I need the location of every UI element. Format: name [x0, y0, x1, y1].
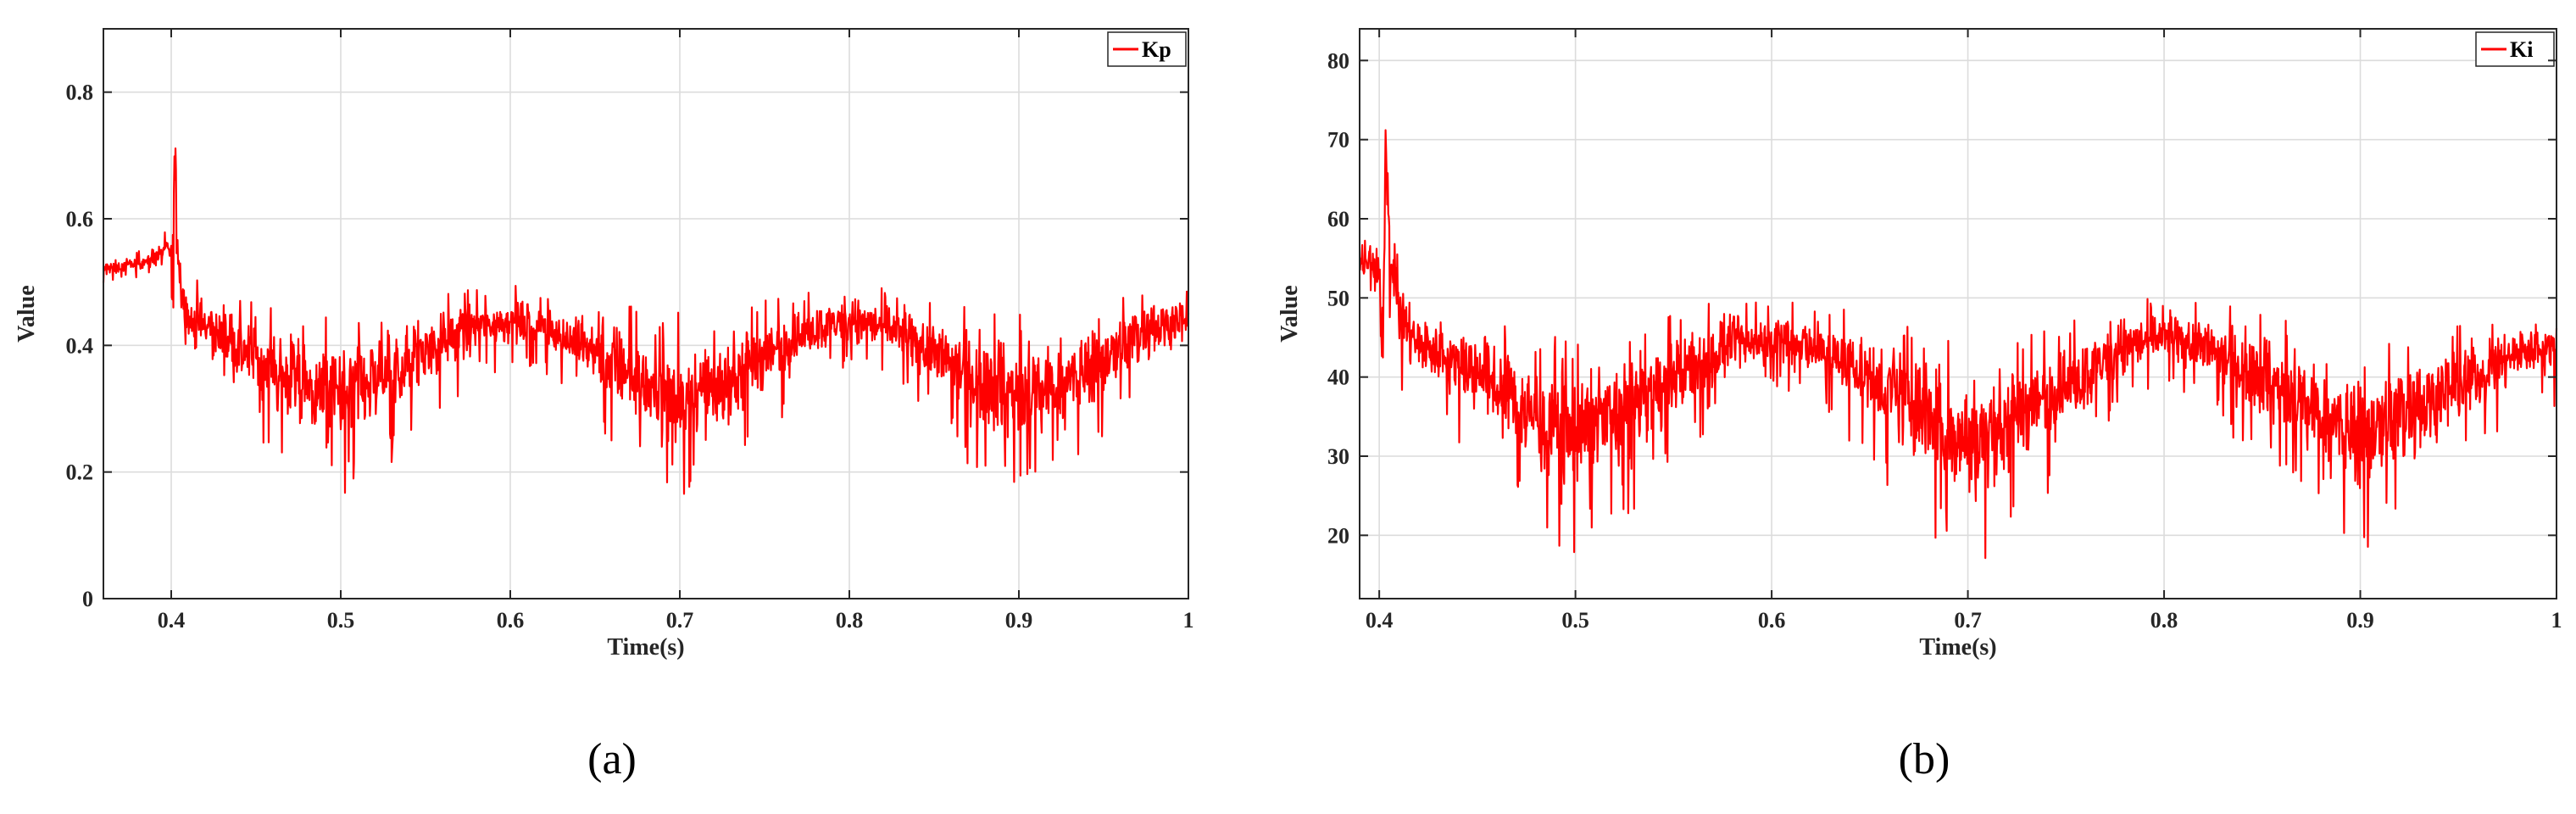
x-tick-label: 0.5 [1561, 608, 1589, 633]
x-tick-label: 0.4 [1366, 608, 1394, 633]
x-axis-label: Time(s) [607, 634, 684, 661]
y-tick-label: 0.2 [66, 460, 94, 485]
legend-label: Kp [1142, 37, 1171, 62]
y-tick-label: 60 [1327, 207, 1349, 231]
x-tick-label: 1 [2551, 608, 2562, 633]
x-axis-label: Time(s) [1919, 634, 1996, 661]
panel-label: (a) [587, 735, 637, 783]
panel-label: (b) [1899, 735, 1950, 783]
x-tick-label: 0.7 [666, 608, 694, 633]
y-axis-label: Value [14, 285, 40, 342]
plot-frame [103, 28, 1189, 599]
y-tick-label: 50 [1327, 286, 1349, 310]
y-tick-label: 0.4 [66, 333, 94, 358]
x-tick-label: 0.9 [1005, 608, 1033, 633]
y-tick-label: 30 [1327, 444, 1349, 469]
x-tick-label: 0.5 [327, 608, 355, 633]
plot-frame [1359, 28, 2557, 599]
legend [2475, 31, 2555, 67]
y-tick-label: 20 [1327, 523, 1349, 548]
panel-b: Ki 0.4 0.5 0.6 0.7 0.8 0.9 1 20 30 40 50 60 70 80 Time(… [1277, 28, 2562, 783]
x-tick-label: 0.9 [2346, 608, 2374, 633]
y-tick-label: 0.6 [66, 207, 94, 231]
y-tick-label: 0.8 [66, 81, 94, 105]
x-tick-label: 0.8 [836, 608, 864, 633]
panel-a: Kp 0.4 0.5 0.6 0.7 0.8 0.9 1 0 0.2 0.4 0.6 0.8 Time(s… [14, 28, 1194, 783]
x-tick-label: 0.6 [497, 608, 525, 633]
legend-label: Ki [2510, 37, 2533, 62]
x-tick-label: 0.8 [2150, 608, 2178, 633]
series-line-ki [1358, 129, 2558, 560]
y-tick-label: 40 [1327, 365, 1349, 390]
y-tick-label: 80 [1327, 48, 1349, 73]
x-tick-label: 0.6 [1758, 608, 1786, 633]
series-line-kp [102, 147, 1190, 495]
x-tick-label: 0.7 [1954, 608, 1982, 633]
y-axis-label: Value [1277, 285, 1303, 342]
y-tick-label: 70 [1327, 128, 1349, 153]
x-tick-label: 1 [1183, 608, 1194, 633]
x-tick-label: 0.4 [158, 608, 186, 633]
y-tick-label: 0 [82, 587, 93, 611]
